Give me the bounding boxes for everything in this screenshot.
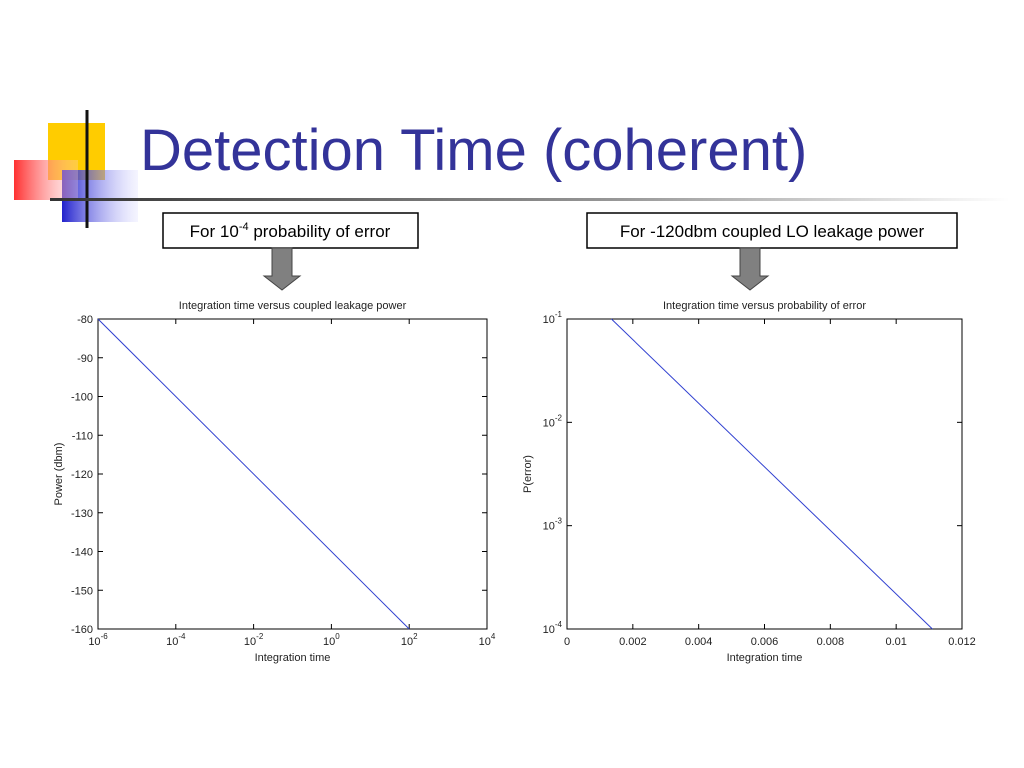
tick-base: 10 [543, 624, 555, 636]
tick-exponent: -3 [555, 517, 563, 526]
decor-square [14, 160, 78, 200]
x-axis-label: Integration time [255, 652, 331, 664]
x-tick-label: 102 [401, 632, 418, 648]
x-tick-label: 0.012 [948, 636, 976, 648]
y-tick-label: -130 [71, 508, 93, 520]
y-tick-label: 10-4 [543, 620, 563, 636]
x-tick-label: 10-2 [244, 632, 264, 648]
y-axis-label: P(error) [522, 455, 534, 493]
plot-area [97, 318, 488, 630]
x-tick-label: 0 [564, 636, 570, 648]
x-tick-label: 0.01 [885, 636, 906, 648]
y-tick-label: -120 [71, 469, 93, 481]
y-tick-label: -160 [71, 624, 93, 636]
y-axis-label: Power (dbm) [53, 443, 65, 506]
tick-exponent: -6 [101, 632, 109, 641]
tick-base: 10 [88, 636, 100, 648]
tick-base: 10 [543, 521, 555, 533]
decor-line [50, 198, 1010, 201]
x-tick-label: 10-4 [166, 632, 186, 648]
y-tick-label: -100 [71, 392, 93, 404]
x-tick-label: 0.008 [817, 636, 845, 648]
y-tick-label: -150 [71, 585, 93, 597]
y-tick-label: -140 [71, 547, 93, 559]
callout-box [586, 212, 958, 249]
tick-base: 10 [479, 636, 491, 648]
tick-base: 10 [166, 636, 178, 648]
data-line [97, 318, 410, 630]
tick-exponent: 4 [491, 632, 496, 641]
callout-text: For -120dbm coupled LO leakage power [620, 222, 925, 241]
x-tick-label: 0.002 [619, 636, 647, 648]
tick-base: 10 [543, 314, 555, 326]
x-tick-label: 100 [323, 632, 340, 648]
slide-title: Detection Time (coherent) [140, 118, 807, 183]
y-tick-label: 10-1 [543, 310, 563, 326]
y-tick-label: -90 [77, 353, 93, 365]
y-tick-label: 10-2 [543, 413, 563, 429]
tick-exponent: -2 [555, 413, 563, 422]
x-axis-label: Integration time [727, 652, 803, 664]
x-tick-label: 0.006 [751, 636, 779, 648]
y-tick-label: 10-3 [543, 517, 563, 533]
tick-base: 10 [401, 636, 413, 648]
arrow [730, 247, 770, 291]
tick-exponent: -4 [555, 620, 563, 629]
tick-exponent: 0 [335, 632, 340, 641]
data-line [611, 318, 933, 630]
y-tick-label: -110 [72, 430, 93, 442]
plot-area [566, 318, 963, 630]
tick-base: 10 [323, 636, 335, 648]
chart-title: Integration time versus coupled leakage … [179, 300, 407, 312]
x-tick-label: 104 [479, 632, 496, 648]
y-tick-label: -80 [77, 314, 93, 326]
chart-title: Integration time versus probability of e… [663, 300, 866, 312]
callout-text: For 10-4 probability of error [190, 221, 391, 241]
tick-exponent: -2 [256, 632, 264, 641]
tick-exponent: 2 [413, 632, 418, 641]
tick-base: 10 [543, 417, 555, 429]
tick-exponent: -1 [555, 310, 563, 319]
arrow [262, 247, 302, 291]
x-tick-label: 10-6 [88, 632, 108, 648]
x-tick-label: 0.004 [685, 636, 713, 648]
tick-exponent: -4 [178, 632, 186, 641]
tick-base: 10 [244, 636, 256, 648]
